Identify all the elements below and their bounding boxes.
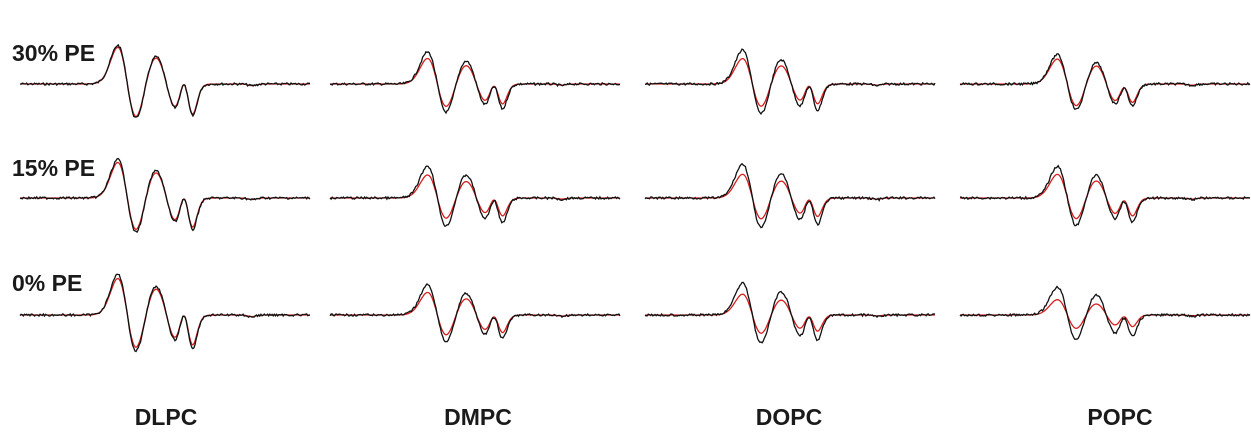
column-label-dmpc: DMPC	[444, 404, 512, 430]
spectrum-0pe-dmpc	[329, 282, 621, 343]
black-trace	[959, 164, 1251, 227]
black-trace	[644, 48, 936, 116]
black-trace	[19, 43, 311, 118]
black-trace	[959, 53, 1251, 111]
black-trace	[959, 285, 1251, 340]
black-trace	[19, 273, 311, 353]
black-trace	[329, 50, 621, 115]
red-trace	[645, 58, 935, 107]
row-label-0pe: 0% PE	[12, 270, 83, 296]
spectrum-15pe-dmpc	[329, 165, 621, 227]
red-trace	[960, 58, 1250, 107]
spectrum-0pe-dopc	[644, 281, 936, 344]
black-trace	[644, 281, 936, 344]
column-label-dopc: DOPC	[755, 404, 823, 430]
spectrum-30pe-dlpc	[19, 43, 311, 118]
black-trace	[329, 282, 621, 343]
spectrum-0pe-popc	[959, 285, 1251, 340]
red-trace	[645, 293, 935, 334]
spectrum-30pe-dmpc	[329, 50, 621, 115]
column-label-dlpc: DLPC	[134, 404, 198, 430]
spectrum-30pe-popc	[959, 53, 1251, 111]
red-trace	[330, 174, 620, 219]
spectrum-30pe-dopc	[644, 48, 936, 116]
spectrum-15pe-popc	[959, 164, 1251, 227]
black-trace	[329, 165, 621, 227]
spectrum-0pe-dlpc	[19, 273, 311, 353]
row-label-15pe: 15% PE	[12, 155, 96, 181]
black-trace	[644, 162, 936, 229]
black-trace	[19, 157, 311, 234]
red-trace	[330, 57, 620, 108]
column-label-popc: POPC	[1087, 404, 1153, 430]
spectrum-15pe-dlpc	[19, 157, 311, 234]
row-label-30pe: 30% PE	[12, 40, 96, 66]
spectrum-15pe-dopc	[644, 162, 936, 229]
